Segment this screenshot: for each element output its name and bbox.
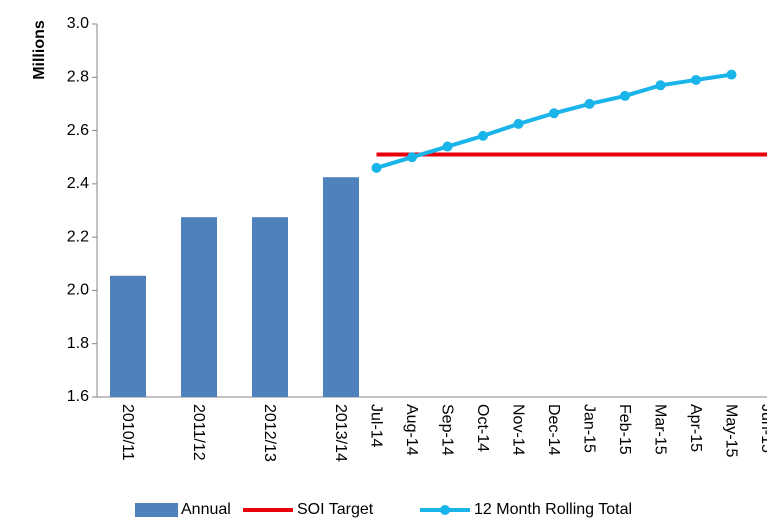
- y-axis-label: Millions: [31, 20, 48, 80]
- x-tick-label: Mar-15: [651, 404, 668, 455]
- x-tick-label: Oct-14: [474, 404, 491, 452]
- y-tick-label: 2.6: [67, 122, 89, 139]
- x-tick-label: Nov-14: [509, 404, 526, 456]
- legend-swatch: [135, 503, 178, 517]
- marker: [726, 69, 737, 80]
- x-tick-label: 2013/14: [332, 404, 349, 462]
- legend-label: Annual: [181, 501, 231, 518]
- marker: [549, 108, 559, 119]
- legend-label: SOI Target: [297, 501, 374, 518]
- bar: [323, 177, 359, 397]
- bar: [110, 275, 146, 397]
- x-tick-label: Sep-14: [438, 404, 455, 456]
- legend-marker: [440, 505, 450, 515]
- x-tick-label: Aug-14: [403, 404, 420, 456]
- x-tick-label: Jul-14: [367, 404, 384, 448]
- marker: [442, 141, 453, 152]
- marker: [513, 118, 524, 129]
- y-tick-label: 1.8: [67, 335, 89, 352]
- marker: [691, 74, 701, 85]
- x-tick-label: 2012/13: [261, 404, 278, 462]
- x-tick-label: Jan-15: [580, 404, 597, 453]
- x-tick-label: Jun-15: [758, 404, 767, 453]
- y-tick-label: 2.2: [67, 228, 89, 245]
- x-tick-label: Apr-15: [687, 404, 704, 452]
- y-tick-label: 3.0: [67, 15, 89, 32]
- y-tick-label: 2.8: [67, 69, 89, 86]
- bar: [252, 217, 288, 397]
- y-tick-label: 2.4: [67, 175, 89, 192]
- marker: [478, 130, 488, 141]
- x-tick-label: Feb-15: [616, 404, 633, 455]
- y-tick-label: 1.6: [67, 388, 89, 405]
- marker: [655, 80, 666, 91]
- marker: [371, 162, 382, 173]
- bar: [181, 217, 217, 397]
- x-tick-label: May-15: [722, 404, 739, 457]
- marker: [620, 90, 630, 101]
- x-tick-label: 2010/11: [119, 404, 136, 461]
- marker: [584, 98, 595, 109]
- x-tick-label: Dec-14: [545, 404, 562, 456]
- y-tick-label: 2.0: [67, 282, 89, 299]
- x-tick-label: 2011/12: [190, 404, 207, 461]
- marker: [407, 152, 417, 163]
- legend-label: 12 Month Rolling Total: [474, 501, 632, 518]
